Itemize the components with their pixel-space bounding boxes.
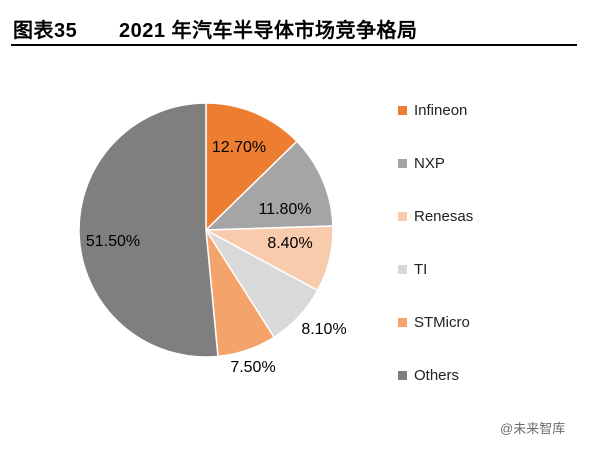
data-label-infineon: 12.70% [212, 139, 266, 156]
pie-slice-infineon [205, 102, 298, 232]
legend-item-others: Others [398, 365, 459, 385]
legend-item-infineon: Infineon [398, 100, 467, 120]
data-label-nxp: 11.80% [258, 201, 311, 218]
watermark: @未来智库 [500, 421, 566, 436]
pie-slice-nxp [204, 140, 334, 231]
legend-item-nxp: NXP [398, 153, 445, 173]
legend-swatch [398, 317, 407, 327]
legend-swatch [398, 370, 407, 380]
data-label-renesas: 8.40% [267, 235, 312, 252]
legend-swatch [398, 264, 407, 274]
legend-label: Infineon [414, 101, 468, 119]
figure-title: 2021 年汽车半导体市场竞争格局 [119, 20, 418, 42]
legend-label: Renesas [414, 207, 474, 225]
legend-label: STMicro [414, 313, 470, 331]
pie-slice-others [78, 102, 219, 358]
legend-swatch [398, 211, 407, 221]
data-label-others: 51.50% [86, 233, 140, 250]
figure-title-bar: 图表35 2021 年汽车半导体市场竞争格局 [11, 14, 577, 46]
legend-label: TI [414, 260, 428, 278]
data-label-stmicro: 7.50% [230, 359, 275, 376]
legend-swatch [398, 105, 407, 115]
legend-label: NXP [414, 154, 445, 172]
figure-number: 图表35 [13, 20, 78, 42]
legend-label: Others [414, 366, 460, 384]
legend-item-renesas: Renesas [398, 206, 473, 226]
data-label-ti: 8.10% [301, 321, 346, 338]
legend-item-stmicro: STMicro [398, 312, 470, 332]
legend-item-ti: TI [398, 259, 427, 279]
legend-swatch [398, 158, 407, 168]
